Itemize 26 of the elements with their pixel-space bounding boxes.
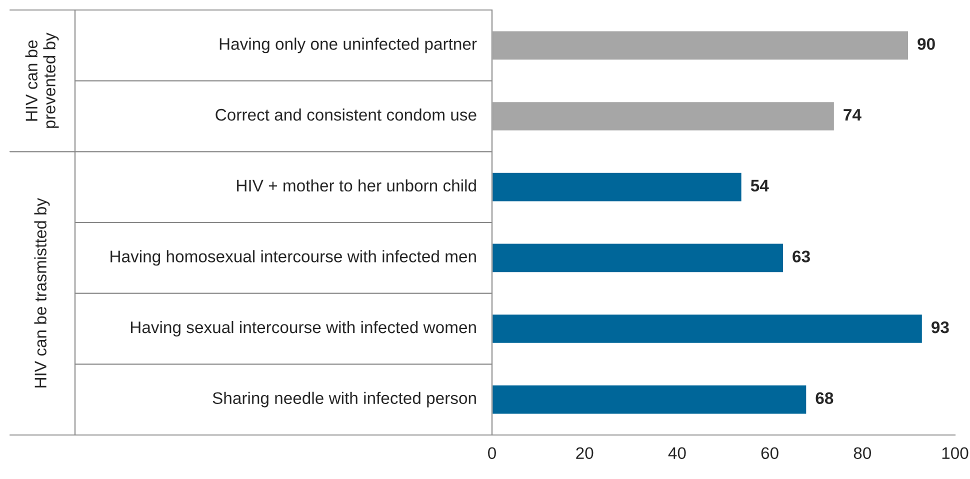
bar <box>492 384 808 416</box>
y-tick-label: Having only one uninfected partner <box>220 38 477 54</box>
text: HIV can be trasmistted by <box>34 198 50 388</box>
x-tick-label: 60 <box>761 447 778 460</box>
bar <box>492 30 910 61</box>
data-label: 90 <box>918 38 935 50</box>
x-tick-label: 0 <box>488 447 496 460</box>
x-tick-label: 40 <box>668 447 686 460</box>
bar <box>492 100 836 132</box>
x-tick-label: 20 <box>576 447 594 460</box>
x-tick-label: 80 <box>854 447 872 460</box>
y-tick-label: Having homosexual intercourse with infected men <box>110 250 476 266</box>
data-label: 68 <box>816 392 834 404</box>
data-label: 74 <box>844 109 862 121</box>
data-label: 54 <box>750 180 769 192</box>
data-label: 63 <box>792 250 810 262</box>
y-tick-label: HIV + mother to her unborn child <box>237 179 476 192</box>
y-tick-label: Correct and consistent condom use <box>216 108 476 121</box>
bar <box>492 172 743 203</box>
data-label: 93 <box>932 321 949 334</box>
x-tick-label: 100 <box>942 447 968 460</box>
bar <box>492 242 784 274</box>
bar <box>492 313 924 344</box>
y-tick-label: Having sexual intercourse with infected women <box>130 320 476 337</box>
y-tick-label: Sharing needle with infected person <box>212 392 476 408</box>
text: HIV can be prevented by <box>25 32 59 128</box>
